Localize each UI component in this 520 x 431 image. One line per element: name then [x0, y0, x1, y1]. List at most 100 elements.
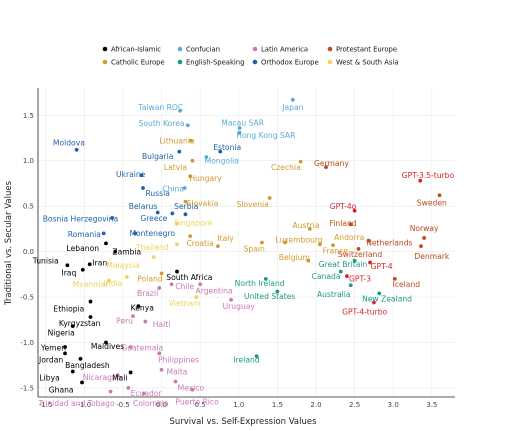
legend-label: West & South Asia — [336, 58, 399, 66]
data-point — [366, 238, 371, 243]
point-label: Hong Kong SAR — [236, 131, 296, 140]
legend-marker — [102, 46, 108, 52]
x-tick-labels: -1.5 -1.0 -0.5 0.0 0.5 1.0 1.5 2.0 2.5 3.0 3.5 — [39, 401, 438, 409]
point-label: Spain — [244, 245, 265, 254]
data-point — [175, 269, 179, 274]
y-tick-label: -1.0 — [20, 339, 34, 347]
point-label: Malaysia — [106, 261, 139, 270]
point-label: Mali — [112, 374, 127, 383]
y-tick-labels: -1.5 -1.0 -0.5 0.0 0.5 1.0 1.5 — [20, 112, 34, 393]
point-label: Croatia — [187, 239, 214, 248]
data-point — [113, 249, 118, 254]
data-point — [356, 246, 361, 251]
point-label: Iran — [92, 258, 107, 267]
data-point — [141, 186, 145, 190]
point-label: Libya — [39, 374, 59, 383]
grid-lines — [38, 88, 455, 397]
x-tick-label: -1.5 — [39, 401, 53, 409]
legend-marker — [177, 59, 183, 65]
data-point — [88, 315, 93, 319]
point-label: GPT-4-turbo — [342, 307, 387, 316]
point-label: France — [323, 246, 349, 255]
data-point — [178, 108, 182, 113]
data-point — [63, 351, 67, 356]
data-point — [175, 242, 179, 247]
x-tick-label: 0.5 — [195, 401, 206, 409]
point-label: Brazil — [137, 289, 158, 298]
data-point — [173, 379, 178, 384]
point-label: Hungary — [189, 174, 222, 183]
point-label: Malta — [167, 367, 188, 376]
data-point — [418, 178, 423, 183]
data-point — [80, 380, 84, 385]
point-label: Philippines — [158, 356, 199, 365]
data-point — [348, 222, 353, 227]
point-label: Tunisia — [32, 256, 59, 265]
data-point — [324, 165, 328, 169]
point-label: United States — [244, 292, 295, 301]
point-label: Italy — [217, 234, 234, 243]
data-point — [70, 369, 75, 374]
point-label: Sweden — [417, 198, 447, 207]
data-point — [124, 275, 129, 279]
point-label: Jordan — [38, 356, 63, 365]
point-label: Ghana — [49, 386, 74, 395]
data-point — [237, 130, 242, 135]
data-point — [104, 241, 108, 246]
point-label: Norway — [410, 224, 439, 233]
data-point — [74, 147, 79, 152]
point-label: North Ireland — [235, 279, 285, 288]
point-label: Uruguay — [223, 302, 256, 311]
data-point — [78, 356, 83, 361]
point-label: Netherlands — [366, 238, 412, 247]
data-point — [190, 387, 195, 392]
point-label: Japan — [281, 103, 303, 112]
point-label: Haiti — [153, 320, 171, 329]
data-point — [377, 291, 382, 296]
x-tick-label: -1.0 — [77, 401, 91, 409]
point-label: Greece — [140, 214, 167, 223]
data-point — [136, 304, 141, 309]
legend-marker — [327, 46, 333, 52]
point-label: Zambia — [112, 247, 141, 256]
point-label: Myanmar — [73, 280, 110, 289]
point-label: Bulgaria — [142, 152, 174, 161]
data-point — [175, 221, 179, 226]
x-tick-label: 3.0 — [388, 401, 399, 409]
data-point — [275, 289, 280, 294]
data-point — [157, 351, 162, 356]
legend-label: Orthodox Europe — [261, 58, 319, 66]
data-point — [170, 211, 175, 216]
point-label: Iraq — [61, 268, 76, 277]
point-label: Argentina — [196, 286, 233, 295]
legend-marker — [252, 59, 258, 65]
point-label: Germany — [314, 159, 349, 168]
point-label: Andorra — [334, 233, 364, 242]
data-point — [110, 216, 115, 220]
point-label: Colombia — [133, 399, 169, 408]
point-label: Serbia — [174, 202, 198, 211]
data-point — [194, 295, 199, 299]
legend-marker — [327, 59, 333, 65]
x-tick-label: 1.0 — [233, 401, 244, 409]
point-label: Austria — [293, 221, 320, 230]
data-point — [157, 286, 162, 290]
point-label: Montenegro — [129, 229, 175, 238]
legend-label: English-Speaking — [186, 58, 244, 66]
point-label: Mongolia — [205, 157, 239, 166]
data-point — [306, 258, 311, 263]
data-point — [392, 276, 397, 281]
data-point — [159, 271, 164, 276]
point-label: Singapore — [174, 218, 213, 227]
point-label: Latvia — [164, 163, 187, 172]
data-point — [372, 300, 376, 305]
data-point — [128, 345, 133, 349]
data-point — [422, 236, 427, 240]
point-label: Ukraine — [116, 170, 146, 179]
x-tick-label: -0.5 — [116, 401, 130, 409]
data-point — [139, 173, 144, 178]
point-label: Slovakia — [187, 199, 219, 208]
data-point — [141, 391, 146, 396]
y-tick-label: 0.0 — [23, 248, 34, 256]
